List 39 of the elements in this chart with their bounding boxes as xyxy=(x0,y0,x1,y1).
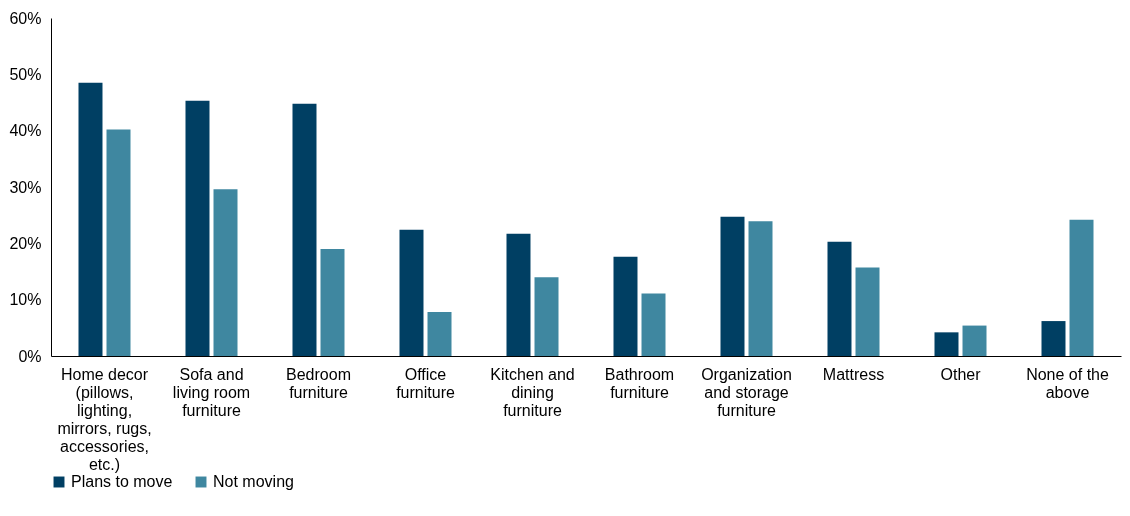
bar xyxy=(185,100,210,356)
x-tick-label: Bathroom furniture xyxy=(604,365,675,401)
x-tick-label: Organization and storage furniture xyxy=(701,365,792,419)
bar xyxy=(106,129,131,356)
x-tick-label: Home decor (pillows, lighting, mirrors, rugs, accessories, etc.) xyxy=(57,365,152,473)
y-tick-label: 0% xyxy=(18,347,42,365)
bar xyxy=(506,233,531,356)
bar xyxy=(213,189,238,356)
bar xyxy=(962,325,987,356)
bar xyxy=(855,267,880,356)
bar xyxy=(427,312,452,356)
y-tick-label: 10% xyxy=(9,291,42,309)
bar xyxy=(934,332,959,356)
legend-label: Plans to move xyxy=(71,473,173,490)
x-tick-label: Office furniture xyxy=(396,365,455,401)
bar xyxy=(292,103,317,356)
x-tick-label: Sofa and living room furniture xyxy=(172,365,251,419)
bar xyxy=(748,221,773,356)
bar xyxy=(320,248,345,356)
y-tick-label: 40% xyxy=(9,122,42,140)
x-tick-label: None of the above xyxy=(1026,365,1109,401)
bar xyxy=(399,229,424,356)
bar xyxy=(641,293,666,356)
y-tick-label: 50% xyxy=(9,65,42,83)
x-tick-label: Bedroom furniture xyxy=(286,365,351,401)
y-tick-label: 30% xyxy=(9,178,42,196)
y-tick-label: 60% xyxy=(9,9,42,27)
bar xyxy=(1069,219,1094,356)
x-tick-label: Mattress xyxy=(822,365,885,383)
bar xyxy=(534,277,559,356)
bar xyxy=(78,82,103,356)
x-tick-label: Kitchen and dining furniture xyxy=(490,365,575,419)
bar xyxy=(613,256,638,356)
legend-label: Not moving xyxy=(213,473,294,490)
bar xyxy=(1041,321,1066,356)
y-tick-label: 20% xyxy=(9,234,42,252)
bar xyxy=(827,241,852,356)
x-tick-label: Other xyxy=(940,365,982,383)
bar xyxy=(720,216,745,356)
